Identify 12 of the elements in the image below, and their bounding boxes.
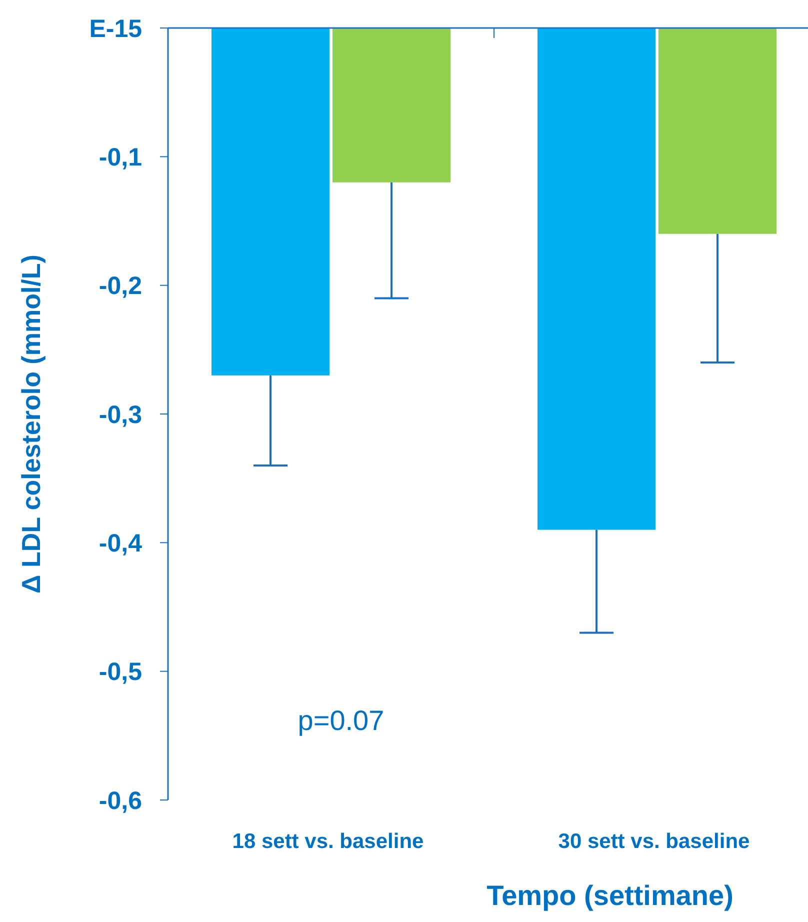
y-tick-label: -0,2 xyxy=(98,272,142,300)
y-tick-label: E-15 xyxy=(89,14,142,43)
y-tick-label: -0,6 xyxy=(98,786,142,815)
y-tick-label: -0,3 xyxy=(98,400,142,429)
y-tick-label: -0,1 xyxy=(98,143,142,172)
x-tick-label: 30 sett vs. baseline xyxy=(558,830,750,853)
y-axis-title: Δ LDL colesterolo (mmol/L) xyxy=(16,254,46,594)
x-axis-title: Tempo (settimane) xyxy=(486,880,734,911)
y-tick-label: -0,4 xyxy=(98,529,142,558)
annotation: p=0.07 xyxy=(298,705,384,736)
x-tick-label: 18 sett vs. baseline xyxy=(232,830,424,853)
y-tick-label: -0,5 xyxy=(98,658,142,686)
